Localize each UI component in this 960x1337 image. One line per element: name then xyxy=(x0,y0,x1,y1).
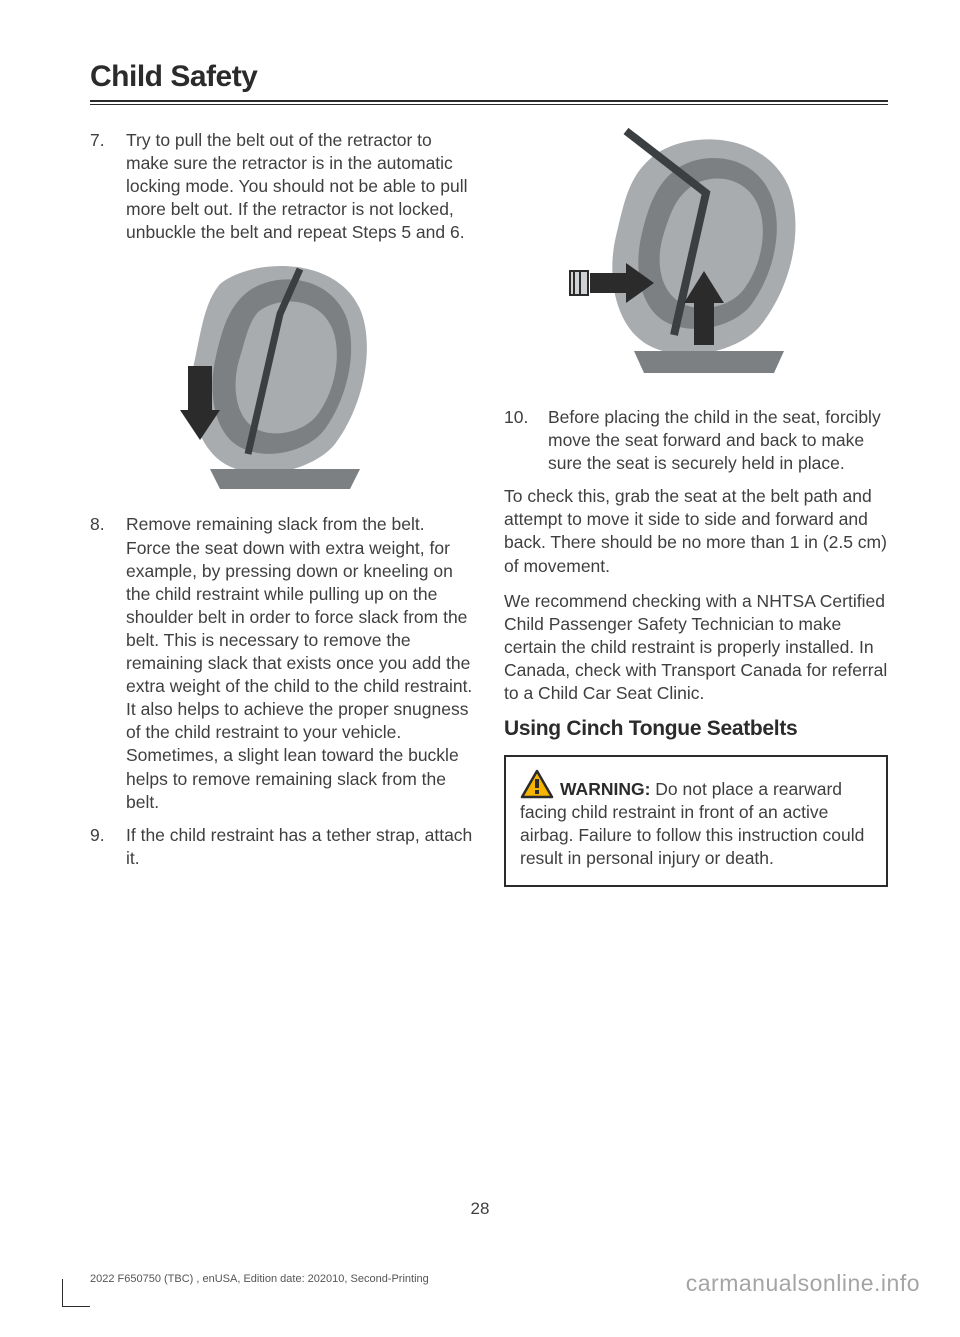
child-seat-shake-illustration xyxy=(556,123,836,398)
header-rule-thin xyxy=(90,104,888,105)
step-8: 8. Remove remaining slack from the belt.… xyxy=(90,513,474,813)
step-text: Try to pull the belt out of the retracto… xyxy=(126,129,474,244)
paragraph-check: To check this, grab the seat at the belt… xyxy=(504,485,888,577)
subheading-cinch-tongue: Using Cinch Tongue Seatbelts xyxy=(504,717,888,741)
crop-mark-icon xyxy=(62,1279,90,1307)
step-number: 9. xyxy=(90,824,114,870)
step-text: If the child restraint has a tether stra… xyxy=(126,824,474,870)
warning-triangle-icon xyxy=(520,769,554,799)
left-column: 7. Try to pull the belt out of the retra… xyxy=(90,129,474,887)
header-rule-thick xyxy=(90,100,888,102)
page-number: 28 xyxy=(0,1199,960,1219)
step-number: 7. xyxy=(90,129,114,244)
page-title: Child Safety xyxy=(90,60,888,94)
step-number: 10. xyxy=(504,406,536,475)
right-column: 10. Before placing the child in the seat… xyxy=(504,129,888,887)
warning-box: WARNING: Do not place a rearward facing … xyxy=(504,755,888,886)
footer-edition: 2022 F650750 (TBC) , enUSA, Edition date… xyxy=(90,1273,429,1285)
step-number: 8. xyxy=(90,513,114,813)
warning-label: WARNING: xyxy=(560,779,650,799)
child-seat-press-down-illustration xyxy=(150,254,415,499)
step-text: Remove remaining slack from the belt. Fo… xyxy=(126,513,474,813)
step-7: 7. Try to pull the belt out of the retra… xyxy=(90,129,474,244)
step-10: 10. Before placing the child in the seat… xyxy=(504,406,888,475)
step-9: 9. If the child restraint has a tether s… xyxy=(90,824,474,870)
paragraph-recommend: We recommend checking with a NHTSA Certi… xyxy=(504,590,888,705)
step-text: Before placing the child in the seat, fo… xyxy=(548,406,888,475)
watermark: carmanualsonline.info xyxy=(686,1270,920,1297)
